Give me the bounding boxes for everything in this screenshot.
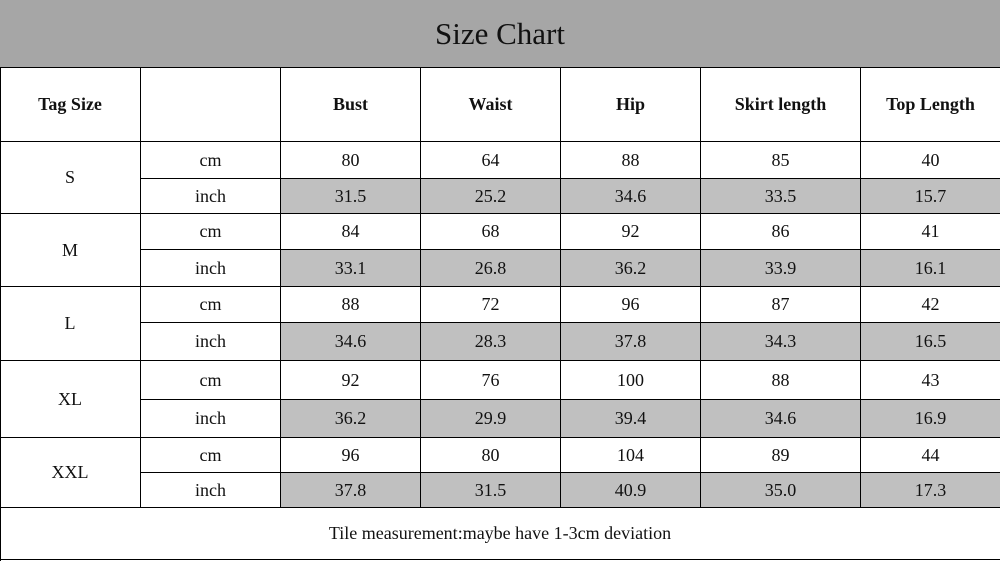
header-cell: Bust bbox=[281, 68, 421, 142]
measure: 17.3 bbox=[861, 473, 1000, 508]
measure: 34.6 bbox=[281, 323, 421, 361]
measure: 89 bbox=[701, 438, 861, 473]
measure: 33.1 bbox=[281, 250, 421, 287]
header-cell: Hip bbox=[561, 68, 701, 142]
unit: cm bbox=[141, 361, 281, 400]
unit: inch bbox=[141, 179, 281, 214]
size-tag: XL bbox=[0, 361, 141, 438]
measure: 43 bbox=[861, 361, 1000, 400]
measure: 96 bbox=[281, 438, 421, 473]
measure: 80 bbox=[281, 142, 421, 179]
size-tag: S bbox=[0, 142, 141, 214]
measure: 34.6 bbox=[561, 179, 701, 214]
measure: 92 bbox=[561, 214, 701, 250]
measure: 40 bbox=[861, 142, 1000, 179]
measure: 36.2 bbox=[281, 400, 421, 438]
measure: 39.4 bbox=[561, 400, 701, 438]
measure: 41 bbox=[861, 214, 1000, 250]
measure: 16.9 bbox=[861, 400, 1000, 438]
size-tag: M bbox=[0, 214, 141, 287]
measure: 64 bbox=[421, 142, 561, 179]
measure: 88 bbox=[561, 142, 701, 179]
unit: inch bbox=[141, 400, 281, 438]
size-tag: L bbox=[0, 287, 141, 361]
measure: 26.8 bbox=[421, 250, 561, 287]
unit: cm bbox=[141, 438, 281, 473]
measure: 31.5 bbox=[421, 473, 561, 508]
measure: 72 bbox=[421, 287, 561, 323]
measure: 35.0 bbox=[701, 473, 861, 508]
measure: 37.8 bbox=[561, 323, 701, 361]
measure: 33.5 bbox=[701, 179, 861, 214]
measure: 37.8 bbox=[281, 473, 421, 508]
measure: 16.1 bbox=[861, 250, 1000, 287]
measure: 96 bbox=[561, 287, 701, 323]
header-cell: Top Length bbox=[861, 68, 1000, 142]
unit: cm bbox=[141, 214, 281, 250]
header-cell: Waist bbox=[421, 68, 561, 142]
measure: 100 bbox=[561, 361, 701, 400]
unit: cm bbox=[141, 142, 281, 179]
measure: 84 bbox=[281, 214, 421, 250]
measure: 44 bbox=[861, 438, 1000, 473]
measure: 86 bbox=[701, 214, 861, 250]
measure: 33.9 bbox=[701, 250, 861, 287]
measure: 87 bbox=[701, 287, 861, 323]
header-cell: Tag Size bbox=[0, 68, 141, 142]
measure: 25.2 bbox=[421, 179, 561, 214]
unit: cm bbox=[141, 287, 281, 323]
measure: 104 bbox=[561, 438, 701, 473]
measure: 31.5 bbox=[281, 179, 421, 214]
unit: inch bbox=[141, 323, 281, 361]
size-tag: XXL bbox=[0, 438, 141, 508]
unit: inch bbox=[141, 250, 281, 287]
measure: 68 bbox=[421, 214, 561, 250]
measure: 34.3 bbox=[701, 323, 861, 361]
measure: 88 bbox=[281, 287, 421, 323]
unit: inch bbox=[141, 473, 281, 508]
measure: 34.6 bbox=[701, 400, 861, 438]
note: Tile measurement:maybe have 1-3cm deviat… bbox=[0, 508, 1000, 560]
measure: 42 bbox=[861, 287, 1000, 323]
measure: 28.3 bbox=[421, 323, 561, 361]
measure: 15.7 bbox=[861, 179, 1000, 214]
measure: 85 bbox=[701, 142, 861, 179]
measure: 76 bbox=[421, 361, 561, 400]
title: Size Chart bbox=[0, 0, 1000, 68]
measure: 29.9 bbox=[421, 400, 561, 438]
measure: 80 bbox=[421, 438, 561, 473]
header-cell bbox=[141, 68, 281, 142]
measure: 88 bbox=[701, 361, 861, 400]
header-cell: Skirt length bbox=[701, 68, 861, 142]
measure: 40.9 bbox=[561, 473, 701, 508]
measure: 92 bbox=[281, 361, 421, 400]
measure: 36.2 bbox=[561, 250, 701, 287]
measure: 16.5 bbox=[861, 323, 1000, 361]
